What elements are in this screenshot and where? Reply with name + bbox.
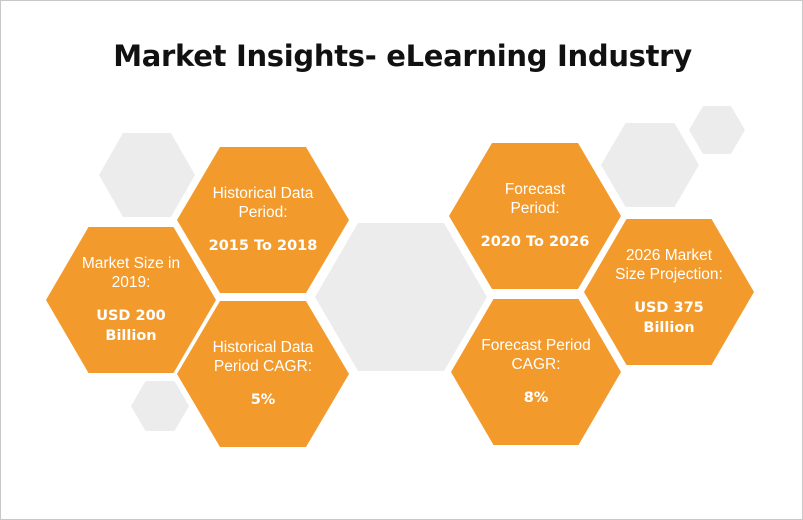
hexagon-value: USD 375 Billion [634,300,704,336]
decor-hexagon [601,123,699,207]
decor-hexagon [315,223,487,371]
hexagon-label: 2026 Market Size Projection: [615,247,723,283]
hexagon-historical-period: Historical Data Period: 2015 To 2018 [177,147,349,293]
hexagon-historical-cagr: Historical Data Period CAGR: 5% [177,301,349,447]
hexagon-value: 2015 To 2018 [208,238,318,254]
hexagon-value: 5% [250,392,276,408]
hexagon-market-projection-2026: 2026 Market Size Projection: USD 375 Bil… [584,219,754,365]
decor-hexagon [131,381,189,431]
decor-hexagon [689,106,745,154]
hexagon-label: Historical Data Period CAGR: [212,339,314,375]
hexagon-forecast-cagr: Forecast Period CAGR: 8% [451,299,621,445]
hexagon-label: Market Size in 2019: [81,255,181,291]
hexagon-value: 2020 To 2026 [480,234,590,250]
hexagon-value: 8% [523,390,549,406]
hexagon-label: Forecast Period: [504,181,566,217]
hexagon-forecast-period: Forecast Period: 2020 To 2026 [449,143,621,289]
decor-hexagon [99,133,195,217]
hexagon-label: Forecast Period CAGR: [481,337,591,373]
hexagon-label: Historical Data Period: [212,185,314,221]
hexagon-value: USD 200 Billion [96,308,166,344]
page-title: Market Insights- eLearning Industry [113,39,692,73]
